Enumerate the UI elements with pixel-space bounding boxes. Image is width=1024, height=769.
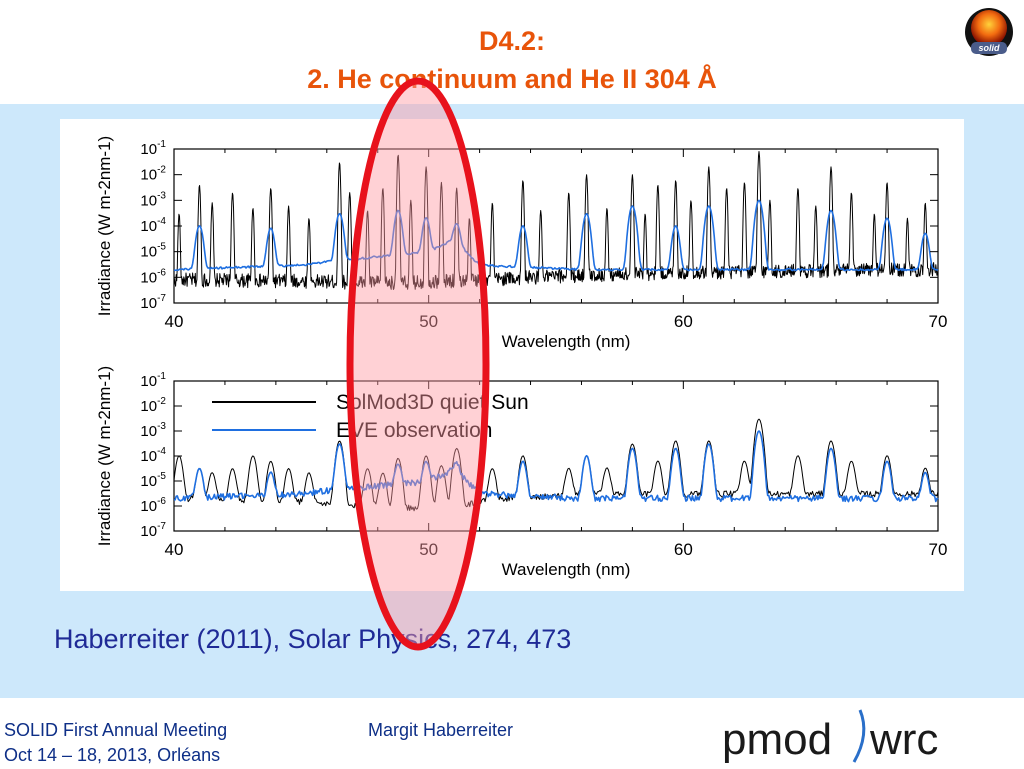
y-tick-label: 10-2	[140, 396, 166, 415]
y-tick-label: 10-5	[140, 471, 166, 490]
y-tick-label: 10-3	[140, 421, 166, 440]
legend-label: EVE observation	[336, 419, 492, 442]
plot-frame	[173, 380, 939, 532]
y-tick-label: 10-1	[140, 139, 166, 158]
y-tick-label: 10-5	[140, 242, 166, 261]
y-tick-label: 10-2	[140, 165, 166, 184]
legend-label: SolMod3D quiet Sun	[336, 391, 529, 414]
y-tick-label: 10-6	[140, 267, 166, 286]
y-tick-label: 10-7	[140, 521, 166, 540]
slide-subtitle: 2. He continuum and He II 304 Å	[307, 64, 717, 94]
series-line-observation	[173, 430, 939, 503]
chart-bottom-panel: 40 50 60 70 10-1 10-2 10-3 10-4 10-5 10-6 10-7 Wave…	[95, 366, 947, 579]
citation: Haberreiter (2011), Solar Physics, 274, …	[54, 624, 572, 654]
pmod-wrc-logo: pmod wrc	[720, 706, 960, 769]
y-axis-label: Irradiance (W m-2nm-1)	[95, 366, 114, 546]
x-tick-label: 60	[674, 312, 693, 331]
logo-pmod-text: pmod	[722, 715, 832, 764]
x-axis-label: Wavelength (nm)	[502, 332, 631, 351]
y-tick-label: 10-1	[140, 371, 166, 390]
footer: SOLID First Annual Meeting Oct 14 – 18, …	[0, 698, 1024, 768]
x-axis-label: Wavelength (nm)	[502, 560, 631, 579]
slide-title: D4.2:	[478, 26, 546, 56]
chart-top-panel: 40 50 60 70 10-1 10-2 10-3 10-4 10-5 10-6 10-7 Wave…	[95, 136, 947, 351]
logo-swoosh-icon	[852, 709, 866, 763]
y-axis-label: Irradiance (W m-2nm-1)	[95, 136, 114, 316]
footer-meeting: SOLID First Annual Meeting	[4, 720, 228, 740]
x-tick-label: 40	[165, 540, 184, 559]
spectra-figure: 40 50 60 70 10-1 10-2 10-3 10-4 10-5 10-6 10-7 Wave…	[95, 136, 947, 579]
footer-dates: Oct 14 – 18, 2013, Orléans	[4, 745, 221, 765]
solid-logo: solid	[963, 4, 1015, 62]
x-tick-label: 50	[419, 540, 438, 559]
series-line-model	[173, 151, 939, 290]
plot-frame	[173, 148, 939, 304]
figure-background	[60, 119, 964, 591]
footer-author: Margit Haberreiter	[368, 720, 514, 740]
y-tick-label: 10-4	[140, 216, 166, 235]
y-tick-label: 10-3	[140, 190, 166, 209]
series-line-observation	[173, 199, 939, 272]
y-tick-label: 10-6	[140, 496, 166, 515]
x-tick-label: 70	[929, 540, 948, 559]
logo-wrc-text: wrc	[869, 715, 938, 764]
y-tick-label: 10-4	[140, 446, 166, 465]
y-tick-label: 10-7	[140, 293, 166, 312]
x-tick-label: 50	[419, 312, 438, 331]
logo-text: solid	[978, 43, 1000, 53]
x-tick-label: 70	[929, 312, 948, 331]
x-tick-label: 60	[674, 540, 693, 559]
x-tick-label: 40	[165, 312, 184, 331]
